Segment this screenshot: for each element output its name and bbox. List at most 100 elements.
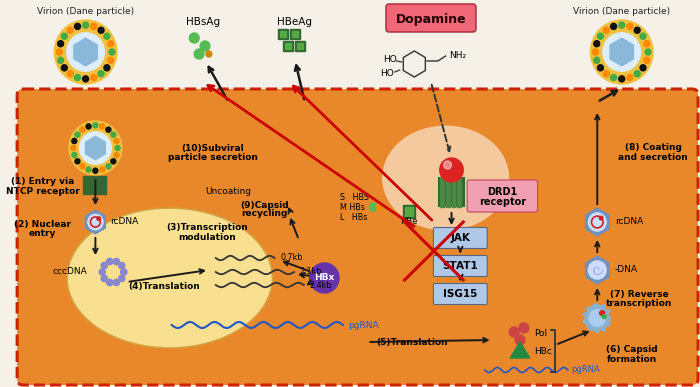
Circle shape xyxy=(83,22,89,28)
Bar xyxy=(402,205,415,218)
Circle shape xyxy=(80,164,85,169)
Text: (1) Entry via: (1) Entry via xyxy=(11,178,74,187)
Bar xyxy=(405,207,414,216)
Circle shape xyxy=(610,23,617,29)
Circle shape xyxy=(206,51,212,57)
FancyBboxPatch shape xyxy=(433,284,487,305)
Bar xyxy=(97,176,102,194)
Circle shape xyxy=(62,65,67,71)
FancyBboxPatch shape xyxy=(433,228,487,248)
Text: receptor: receptor xyxy=(479,197,526,207)
Bar xyxy=(280,31,286,37)
Circle shape xyxy=(589,310,606,326)
Circle shape xyxy=(592,49,598,55)
Circle shape xyxy=(74,23,81,29)
Text: 2.4kb: 2.4kb xyxy=(309,281,332,289)
Text: HBx: HBx xyxy=(314,274,335,283)
Text: modulation: modulation xyxy=(178,233,236,241)
Circle shape xyxy=(634,27,640,33)
Bar xyxy=(102,176,106,194)
Circle shape xyxy=(120,269,127,275)
Ellipse shape xyxy=(382,125,509,231)
Bar xyxy=(92,176,97,194)
Text: NTCP receptor: NTCP receptor xyxy=(6,187,79,195)
Circle shape xyxy=(627,75,633,80)
Bar xyxy=(279,29,288,39)
Circle shape xyxy=(640,65,646,71)
Circle shape xyxy=(102,275,107,282)
Circle shape xyxy=(67,71,73,77)
Circle shape xyxy=(93,168,98,173)
Circle shape xyxy=(376,204,382,210)
Text: rcDNA: rcDNA xyxy=(615,217,643,226)
Circle shape xyxy=(66,33,104,71)
Circle shape xyxy=(590,20,653,84)
Circle shape xyxy=(594,57,600,63)
Text: 0.7kb: 0.7kb xyxy=(280,253,303,262)
Text: (2) Nuclear: (2) Nuclear xyxy=(14,219,71,228)
Circle shape xyxy=(99,269,106,275)
Text: HO: HO xyxy=(383,55,397,65)
Text: JAK: JAK xyxy=(450,233,470,243)
Circle shape xyxy=(509,327,519,337)
Bar xyxy=(83,176,87,194)
Text: Dopamine: Dopamine xyxy=(395,12,466,26)
Circle shape xyxy=(444,161,452,169)
Circle shape xyxy=(108,57,113,63)
FancyBboxPatch shape xyxy=(433,255,487,276)
Circle shape xyxy=(640,33,646,39)
Circle shape xyxy=(114,152,119,158)
Circle shape xyxy=(106,164,111,169)
Text: (10)Subviral: (10)Subviral xyxy=(181,144,244,152)
Bar xyxy=(295,41,304,51)
Circle shape xyxy=(56,49,62,55)
Text: rcDNA: rcDNA xyxy=(110,217,139,226)
Circle shape xyxy=(72,152,77,158)
Circle shape xyxy=(86,167,91,172)
Bar xyxy=(285,43,291,49)
Circle shape xyxy=(99,167,105,172)
Circle shape xyxy=(619,76,624,82)
Text: 2.1kb: 2.1kb xyxy=(300,267,323,276)
Circle shape xyxy=(118,275,125,282)
Circle shape xyxy=(97,217,100,221)
Text: M HBs: M HBs xyxy=(340,202,365,212)
Text: Virion (Dane particle): Virion (Dane particle) xyxy=(37,7,134,17)
Polygon shape xyxy=(610,38,634,66)
Polygon shape xyxy=(74,38,97,66)
Text: S   HBS: S HBS xyxy=(340,192,369,202)
Text: (3)Transcription: (3)Transcription xyxy=(166,224,248,233)
Circle shape xyxy=(109,49,115,55)
Circle shape xyxy=(80,127,85,132)
Polygon shape xyxy=(85,210,106,234)
Polygon shape xyxy=(585,208,609,236)
Bar xyxy=(457,177,461,207)
Text: (9)Capsid: (9)Capsid xyxy=(240,200,289,209)
Circle shape xyxy=(634,71,640,77)
Circle shape xyxy=(98,71,104,77)
Polygon shape xyxy=(85,136,105,160)
Ellipse shape xyxy=(67,208,272,348)
Circle shape xyxy=(519,323,528,333)
Text: cccDNA: cccDNA xyxy=(52,267,87,276)
Circle shape xyxy=(98,27,104,33)
Text: L   HBs: L HBs xyxy=(340,212,368,221)
Circle shape xyxy=(83,76,89,82)
Circle shape xyxy=(62,33,67,39)
Polygon shape xyxy=(510,342,530,358)
Circle shape xyxy=(627,23,633,29)
Circle shape xyxy=(104,33,110,39)
Circle shape xyxy=(309,263,339,293)
Circle shape xyxy=(88,214,103,230)
Text: HBc: HBc xyxy=(533,348,552,356)
Circle shape xyxy=(75,132,80,137)
Text: pgRNA: pgRNA xyxy=(571,365,600,375)
Circle shape xyxy=(55,20,117,84)
Circle shape xyxy=(69,121,122,175)
Circle shape xyxy=(111,159,116,164)
Circle shape xyxy=(114,139,119,144)
Circle shape xyxy=(189,33,199,43)
Bar xyxy=(292,31,298,37)
Circle shape xyxy=(599,216,603,220)
Circle shape xyxy=(200,41,210,51)
